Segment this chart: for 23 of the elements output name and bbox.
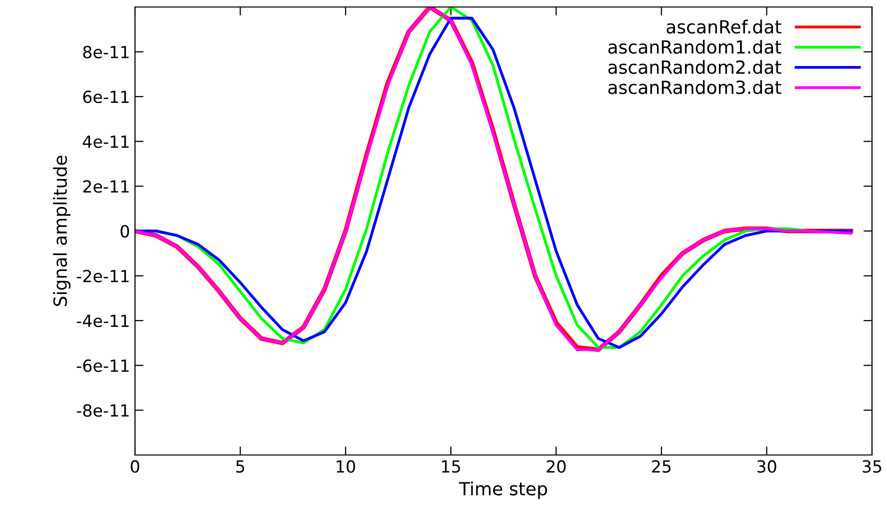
y-tick-label: -6e-11: [76, 359, 129, 372]
y-tick-label: 2e-11: [83, 180, 129, 193]
x-tick-label: 15: [442, 460, 460, 473]
legend-label: ascanRandom1.dat: [608, 40, 782, 54]
x-tick-label: 25: [652, 460, 671, 473]
x-axis-title: Time step: [458, 482, 547, 500]
x-tick-label: 30: [757, 460, 776, 473]
y-tick-label: -4e-11: [76, 314, 129, 328]
x-tick-label: 20: [546, 460, 566, 473]
y-tick-label: 4e-11: [82, 136, 129, 148]
x-tick-label: 10: [336, 460, 356, 473]
x-tick-label: 0: [130, 460, 140, 473]
y-axis-title: Signal amplitude: [53, 156, 70, 306]
y-tick-label: -2e-11: [76, 270, 129, 282]
legend-label: ascanRef.dat: [666, 20, 782, 34]
x-tick-label: 35: [862, 460, 882, 473]
x-tick-label: 5: [236, 460, 244, 473]
y-tick-label: 8e-11: [83, 46, 129, 58]
y-tick-label: 6e-11: [83, 90, 129, 104]
legend-label: ascanRandom3.dat: [608, 80, 782, 94]
y-tick-label: 0: [120, 224, 130, 238]
y-tick-label: -8e-11: [76, 404, 129, 417]
legend-label: ascanRandom2.dat: [608, 60, 782, 74]
